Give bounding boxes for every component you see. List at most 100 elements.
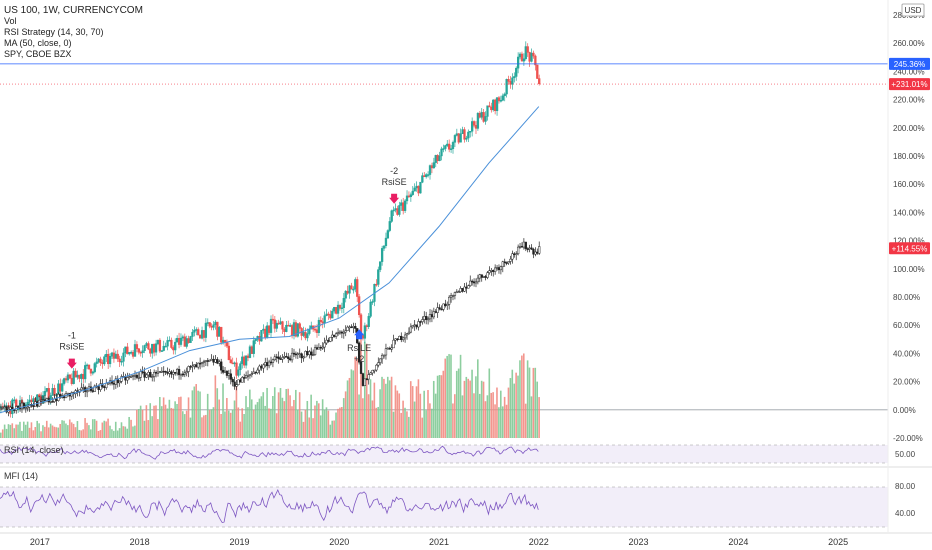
main-candle — [384, 237, 388, 246]
volume-bar — [534, 367, 537, 438]
main-candle — [534, 55, 537, 66]
volume-bar — [505, 404, 508, 438]
y-tick-label: 220.00% — [893, 96, 925, 105]
spy-candle — [522, 241, 526, 248]
volume-bar — [65, 423, 67, 438]
spy-candle — [153, 372, 156, 377]
main-candle — [32, 398, 35, 402]
volume-bar — [392, 411, 395, 438]
volume-bar — [34, 427, 37, 438]
arrow-down-icon — [389, 193, 400, 204]
main-candle — [210, 325, 213, 328]
spy-candle — [252, 371, 255, 374]
main-candle — [112, 352, 116, 359]
main-candle — [122, 352, 125, 362]
main-candle — [66, 374, 70, 381]
volume-bar — [452, 403, 454, 438]
volume-bar — [318, 403, 320, 438]
spy-candle — [388, 347, 391, 350]
spy-candle — [340, 331, 344, 334]
volume-bar — [482, 381, 485, 438]
volume-bar — [411, 386, 414, 438]
spy-candle — [402, 337, 405, 341]
main-candle — [327, 313, 330, 316]
volume-bar — [224, 411, 226, 438]
spy-candle — [474, 281, 478, 284]
spy-candle — [331, 334, 334, 338]
spy-candle — [128, 376, 131, 378]
main-candle — [377, 269, 380, 285]
signal-label: RsiSE — [382, 177, 407, 187]
spy-candle — [434, 311, 437, 313]
spy-candle — [467, 285, 470, 289]
volume-bar — [350, 369, 353, 438]
volume-bar — [68, 419, 71, 438]
main-candle — [336, 304, 340, 314]
currency-badge[interactable]: USD — [901, 3, 925, 17]
spy-candle — [195, 364, 198, 368]
main-candle — [233, 362, 236, 365]
main-candle — [421, 175, 424, 183]
spy-candle — [300, 353, 303, 359]
spy-candle — [227, 373, 231, 376]
volume-bar — [40, 431, 42, 438]
main-candle — [202, 330, 206, 338]
arrow-down-icon — [66, 358, 77, 369]
main-candle — [103, 356, 106, 365]
y-tick-label: 80.00% — [893, 293, 920, 302]
main-candle — [486, 105, 489, 117]
volume-bar — [237, 407, 240, 438]
volume-bar — [95, 420, 98, 438]
volume-bar — [381, 376, 383, 438]
main-candle — [172, 347, 175, 351]
spy-candle — [264, 362, 267, 366]
spy-candle — [428, 314, 432, 320]
main-candle — [229, 359, 232, 364]
volume-bar — [486, 395, 489, 438]
volume-bar — [521, 355, 523, 438]
main-candle — [175, 338, 179, 343]
main-candle — [524, 46, 527, 60]
price-axis[interactable]: 280.00%260.00%240.00%220.00%200.00%180.0… — [889, 11, 930, 443]
spy-candle — [306, 351, 309, 356]
spy-candle — [493, 267, 497, 272]
spy-candle — [133, 374, 137, 377]
volume-bar — [467, 378, 470, 438]
volume-bar — [266, 387, 268, 438]
legend-rsi-strategy[interactable]: RSI Strategy (14, 30, 70) — [4, 27, 104, 37]
volume-bar — [172, 408, 175, 438]
volume-bar — [480, 380, 483, 438]
spy-candle — [461, 288, 464, 292]
main-candle — [482, 112, 485, 122]
price-badge-main-bg — [889, 57, 930, 70]
spy-candle — [350, 326, 353, 329]
legend-vol[interactable]: Vol — [4, 16, 17, 26]
y-tick-label: 200.00% — [893, 124, 925, 133]
spy-candle — [471, 280, 474, 283]
legend-ma[interactable]: MA (50, close, 0) — [4, 38, 72, 48]
main-candle — [166, 340, 169, 347]
spy-candle — [160, 370, 163, 373]
volume-bar — [13, 428, 16, 438]
spy-candle — [342, 331, 345, 334]
main-candle — [317, 319, 321, 333]
main-candle — [168, 339, 171, 342]
main-candle — [484, 116, 487, 122]
volume-bar — [130, 419, 132, 438]
volume-bar — [321, 399, 324, 438]
symbol-title[interactable]: US 100, 1W, CURRENCYCOM — [4, 5, 143, 16]
main-candle — [193, 329, 196, 333]
spy-candle — [218, 361, 221, 364]
volume-bar — [149, 403, 152, 438]
spy-candle — [202, 361, 206, 363]
spy-candle — [289, 358, 292, 361]
main-candle — [246, 355, 250, 358]
spy-candle — [170, 371, 173, 375]
main-candle — [137, 348, 140, 353]
legend-spy[interactable]: SPY, CBOE BZX — [4, 49, 71, 59]
spy-candle — [298, 353, 301, 355]
volume-bar — [191, 390, 194, 438]
volume-bar — [536, 381, 538, 438]
volume-bar — [28, 427, 31, 438]
